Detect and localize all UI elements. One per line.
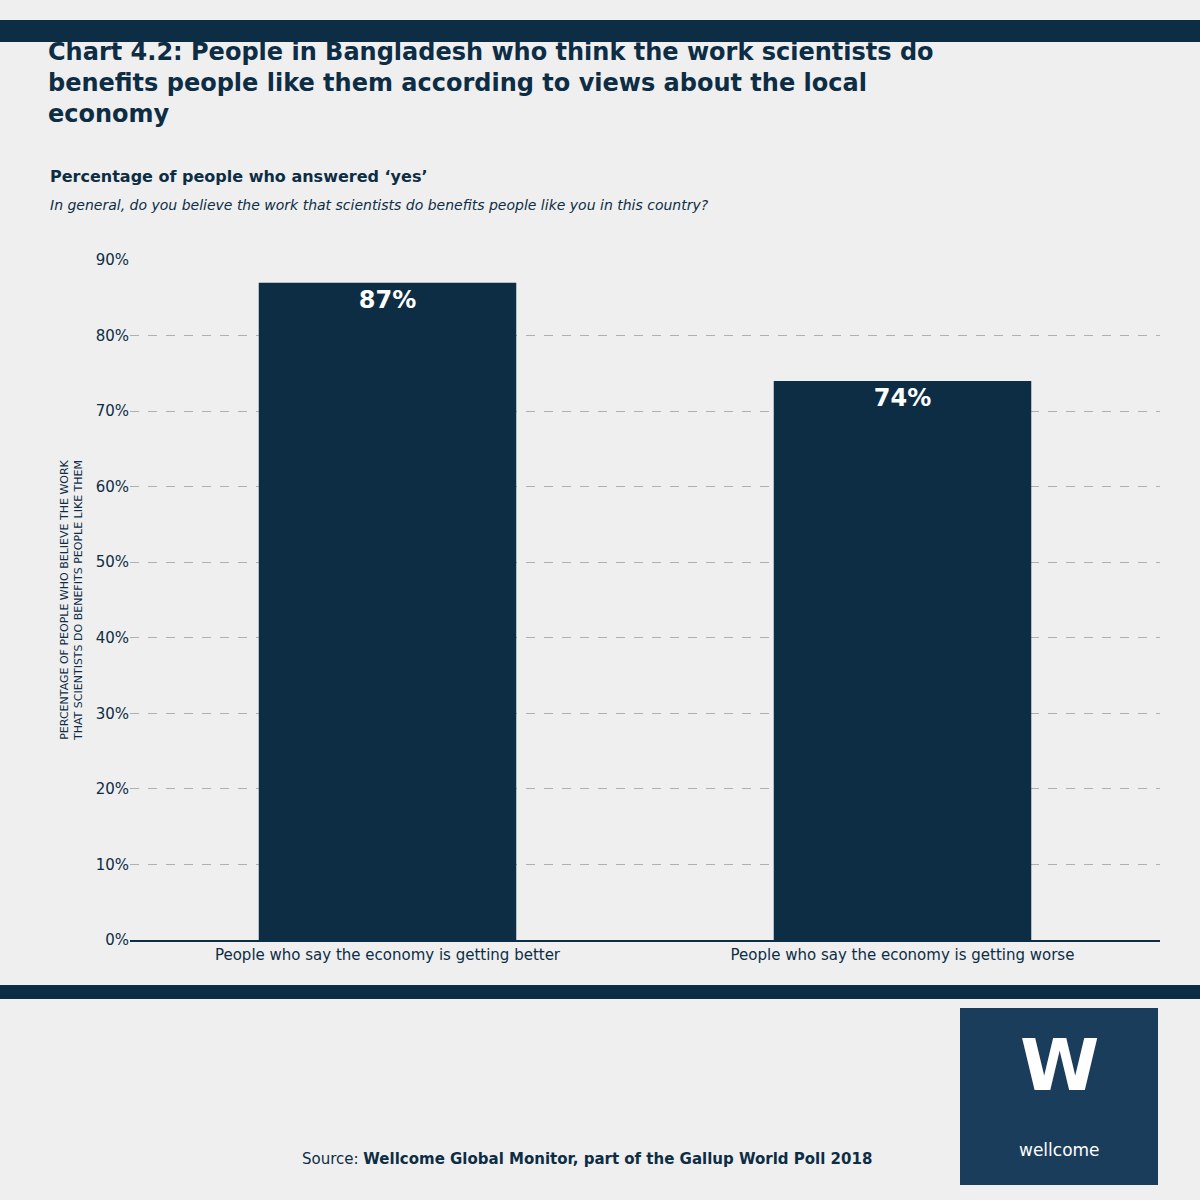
svg-text:0%: 0% xyxy=(105,931,129,949)
svg-text:87%: 87% xyxy=(359,286,416,314)
svg-text:In general, do you believe the: In general, do you believe the work that… xyxy=(50,197,709,213)
svg-text:Source: Wellcome Global Monito: Source: Wellcome Global Monitor, part of… xyxy=(302,1150,872,1168)
svg-text:40%: 40% xyxy=(96,629,129,647)
svg-text:10%: 10% xyxy=(96,856,129,874)
svg-text:PERCENTAGE OF PEOPLE WHO BELIE: PERCENTAGE OF PEOPLE WHO BELIEVE THE WOR… xyxy=(58,459,85,741)
svg-text:80%: 80% xyxy=(96,327,129,345)
svg-text:People who say the economy is: People who say the economy is getting be… xyxy=(215,946,561,964)
svg-text:Chart 4.2: People in Banglades: Chart 4.2: People in Bangladesh who thin… xyxy=(48,38,934,128)
svg-text:People who say the economy is: People who say the economy is getting wo… xyxy=(731,946,1075,964)
svg-text:74%: 74% xyxy=(874,384,931,412)
svg-text:70%: 70% xyxy=(96,402,129,420)
svg-text:60%: 60% xyxy=(96,478,129,496)
svg-text:Percentage of people who answe: Percentage of people who answered ‘yes’ xyxy=(50,167,428,186)
svg-text:wellcome: wellcome xyxy=(1019,1140,1100,1160)
svg-text:W: W xyxy=(1020,1023,1099,1107)
svg-text:20%: 20% xyxy=(96,780,129,798)
svg-text:30%: 30% xyxy=(96,705,129,723)
svg-text:50%: 50% xyxy=(96,553,129,571)
svg-text:90%: 90% xyxy=(96,251,129,269)
